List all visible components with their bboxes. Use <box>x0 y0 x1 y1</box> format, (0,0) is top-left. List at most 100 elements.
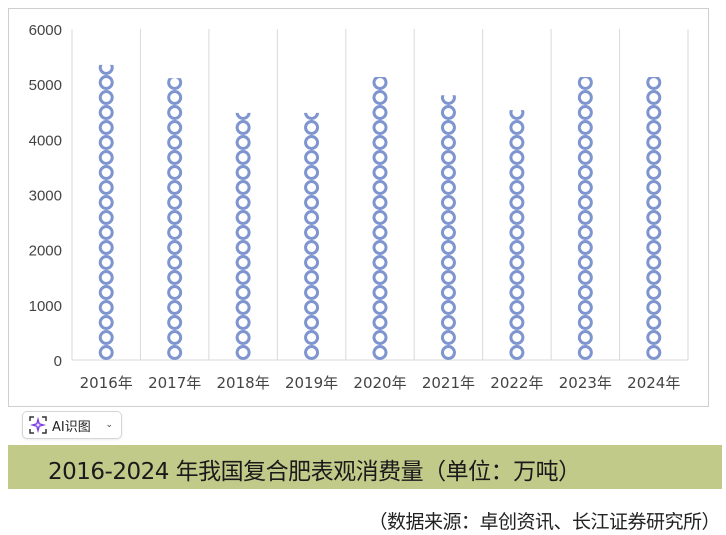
bar-ring <box>577 270 593 285</box>
bar-ring <box>440 135 456 150</box>
bar-ring <box>167 165 183 180</box>
bar-ring <box>167 270 183 285</box>
bar-ring <box>440 105 456 120</box>
bar-ring <box>372 180 388 195</box>
bar-2021年 <box>440 95 456 360</box>
bar-ring <box>304 112 320 120</box>
y-tick-label: 3000 <box>29 188 62 205</box>
y-tick-label: 5000 <box>29 77 62 94</box>
bar-ring <box>304 255 320 270</box>
bar-2023年 <box>577 76 593 360</box>
bar-ring <box>372 225 388 240</box>
bar-ring <box>304 300 320 315</box>
bar-ring <box>646 195 662 210</box>
y-tick-label: 1000 <box>29 298 62 315</box>
bar-2020年 <box>372 76 388 360</box>
figure-title-band: 2016-2024 年我国复合肥表观消费量（单位：万吨） <box>8 445 722 489</box>
bar-ring <box>98 64 114 75</box>
y-tick-label: 2000 <box>29 243 62 260</box>
bar-ring <box>167 180 183 195</box>
bar-ring <box>235 285 251 300</box>
x-tick-label: 2023年 <box>559 374 612 392</box>
bar-ring <box>372 345 388 360</box>
bar-ring <box>509 195 525 210</box>
bar-ring <box>304 330 320 345</box>
x-tick-label: 2018年 <box>217 374 270 392</box>
bar-ring <box>98 180 114 195</box>
bar-ring <box>98 90 114 105</box>
bar-ring <box>509 210 525 225</box>
bar-ring <box>577 76 593 90</box>
bar-ring <box>440 180 456 195</box>
bar-ring <box>235 315 251 330</box>
bar-ring <box>98 345 114 360</box>
bar-ring <box>577 150 593 165</box>
bar-ring <box>509 345 525 360</box>
y-tick-label: 6000 <box>29 22 62 39</box>
x-tick-label: 2021年 <box>422 374 475 392</box>
bar-ring <box>440 285 456 300</box>
bar-ring <box>167 105 183 120</box>
bar-2016年 <box>98 64 114 360</box>
bar-ring <box>646 150 662 165</box>
bar-ring <box>440 240 456 255</box>
bar-ring <box>440 210 456 225</box>
bar-ring <box>372 150 388 165</box>
bar-ring <box>235 135 251 150</box>
y-tick-label: 4000 <box>29 132 62 149</box>
bar-ring <box>372 285 388 300</box>
bar-ring <box>167 120 183 135</box>
bar-2022年 <box>509 110 525 360</box>
bar-ring <box>167 240 183 255</box>
bar-ring <box>509 330 525 345</box>
bar-ring <box>98 150 114 165</box>
bar-ring <box>646 255 662 270</box>
bar-ring <box>167 78 183 90</box>
bar-ring <box>577 345 593 360</box>
x-tick-label: 2022年 <box>490 374 543 392</box>
bar-ring <box>372 210 388 225</box>
bar-ring <box>167 285 183 300</box>
bar-ring <box>440 150 456 165</box>
bar-ring <box>577 135 593 150</box>
bar-ring <box>509 225 525 240</box>
bar-ring <box>509 180 525 195</box>
bar-ring <box>98 315 114 330</box>
bar-ring <box>372 195 388 210</box>
bar-ring <box>98 165 114 180</box>
x-tick-label: 2020年 <box>353 374 406 392</box>
bar-ring <box>235 330 251 345</box>
bar-ring <box>98 330 114 345</box>
bar-ring <box>304 210 320 225</box>
ai-recognize-button[interactable]: AI识图 ⌄ <box>22 411 122 439</box>
bar-ring <box>304 315 320 330</box>
bar-ring <box>98 225 114 240</box>
bar-ring <box>646 76 662 90</box>
bar-ring <box>440 195 456 210</box>
bar-2019年 <box>304 112 320 360</box>
bar-ring <box>372 315 388 330</box>
bar-ring <box>235 195 251 210</box>
bar-ring <box>440 270 456 285</box>
bar-ring <box>167 210 183 225</box>
bar-ring <box>646 210 662 225</box>
bar-ring <box>98 240 114 255</box>
bar-ring <box>372 76 388 90</box>
bar-ring <box>304 135 320 150</box>
chevron-down-icon[interactable]: ⌄ <box>105 420 113 430</box>
bar-ring <box>509 315 525 330</box>
bar-ring <box>646 330 662 345</box>
bar-ring <box>646 300 662 315</box>
bar-ring <box>235 225 251 240</box>
bar-ring <box>646 225 662 240</box>
bar-ring <box>646 240 662 255</box>
bar-ring <box>646 315 662 330</box>
x-tick-label: 2019年 <box>285 374 338 392</box>
bar-ring <box>235 240 251 255</box>
bar-ring <box>304 285 320 300</box>
bar-ring <box>577 300 593 315</box>
bar-ring <box>577 105 593 120</box>
bar-ring <box>372 105 388 120</box>
bar-ring <box>440 165 456 180</box>
bar-ring <box>577 165 593 180</box>
